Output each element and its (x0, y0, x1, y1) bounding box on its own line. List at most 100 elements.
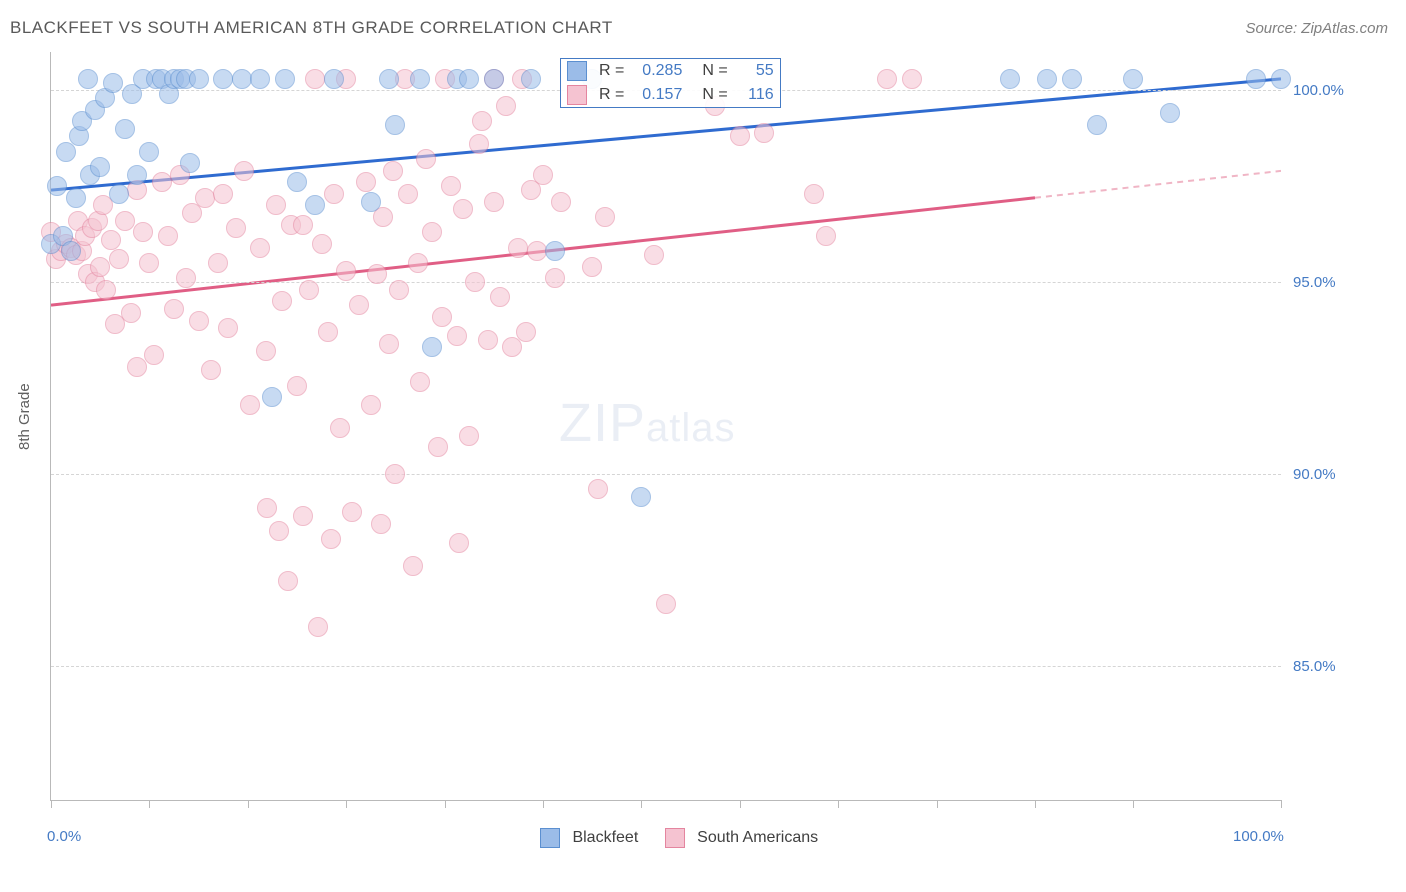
y-tick-label: 85.0% (1293, 658, 1336, 675)
data-point (398, 184, 418, 204)
label-south-americans: South Americans (697, 829, 818, 846)
data-point (533, 165, 553, 185)
data-point (342, 502, 362, 522)
x-tick (51, 800, 52, 808)
data-point (312, 234, 332, 254)
data-point (269, 521, 289, 541)
data-point (176, 268, 196, 288)
swatch-blackfeet (567, 61, 587, 81)
data-point (278, 571, 298, 591)
data-point (109, 249, 129, 269)
data-point (361, 395, 381, 415)
data-point (551, 192, 571, 212)
data-point (109, 184, 129, 204)
data-point (804, 184, 824, 204)
data-point (1062, 69, 1082, 89)
data-point (416, 149, 436, 169)
data-point (336, 261, 356, 281)
x-tick-label: 0.0% (47, 828, 81, 845)
series-legend: Blackfeet South Americans (540, 828, 818, 848)
data-point (195, 188, 215, 208)
data-point (441, 176, 461, 196)
data-point (201, 360, 221, 380)
data-point (730, 126, 750, 146)
x-tick (248, 800, 249, 808)
data-point (305, 69, 325, 89)
data-point (189, 69, 209, 89)
data-point (379, 334, 399, 354)
legend-row-blackfeet: R =0.285 N =55 (561, 59, 780, 83)
data-point (428, 437, 448, 457)
data-point (490, 287, 510, 307)
data-point (96, 280, 116, 300)
label-blackfeet: Blackfeet (572, 829, 638, 846)
data-point (213, 184, 233, 204)
data-point (389, 280, 409, 300)
data-point (133, 222, 153, 242)
data-point (240, 395, 260, 415)
data-point (383, 161, 403, 181)
data-point (1123, 69, 1143, 89)
data-point (447, 326, 467, 346)
data-point (588, 479, 608, 499)
data-point (257, 498, 277, 518)
data-point (422, 222, 442, 242)
data-point (144, 345, 164, 365)
data-point (256, 341, 276, 361)
data-point (453, 199, 473, 219)
data-point (816, 226, 836, 246)
data-point (371, 514, 391, 534)
data-point (361, 192, 381, 212)
data-point (299, 280, 319, 300)
swatch-blackfeet-bottom (540, 828, 560, 848)
swatch-south-americans-bottom (665, 828, 685, 848)
data-point (158, 226, 178, 246)
data-point (408, 253, 428, 273)
scatter-plot: ZIPatlas 85.0%90.0%95.0%100.0%0.0%100.0% (50, 52, 1281, 801)
y-axis-label: 8th Grade (16, 383, 33, 450)
data-point (293, 215, 313, 235)
data-point (595, 207, 615, 227)
data-point (582, 257, 602, 277)
data-point (385, 115, 405, 135)
data-point (121, 303, 141, 323)
data-point (656, 594, 676, 614)
data-point (164, 299, 184, 319)
data-point (115, 119, 135, 139)
data-point (234, 161, 254, 181)
data-point (545, 241, 565, 261)
x-tick-label: 100.0% (1233, 828, 1284, 845)
data-point (902, 69, 922, 89)
data-point (250, 69, 270, 89)
data-point (189, 311, 209, 331)
x-tick (149, 800, 150, 808)
data-point (213, 69, 233, 89)
data-point (484, 192, 504, 212)
data-point (66, 188, 86, 208)
data-point (379, 69, 399, 89)
data-point (180, 153, 200, 173)
data-point (1037, 69, 1057, 89)
data-point (127, 165, 147, 185)
data-point (459, 426, 479, 446)
data-point (250, 238, 270, 258)
data-point (349, 295, 369, 315)
data-point (232, 69, 252, 89)
gridline (51, 474, 1281, 475)
data-point (275, 69, 295, 89)
n-value-blackfeet: 55 (734, 59, 780, 83)
data-point (877, 69, 897, 89)
data-point (90, 157, 110, 177)
data-point (754, 123, 774, 143)
data-point (101, 230, 121, 250)
r-value-south-americans: 0.157 (630, 83, 688, 107)
x-tick (346, 800, 347, 808)
data-point (78, 69, 98, 89)
data-point (459, 69, 479, 89)
data-point (545, 268, 565, 288)
x-tick (445, 800, 446, 808)
data-point (465, 272, 485, 292)
data-point (208, 253, 228, 273)
data-point (1160, 103, 1180, 123)
data-point (305, 195, 325, 215)
